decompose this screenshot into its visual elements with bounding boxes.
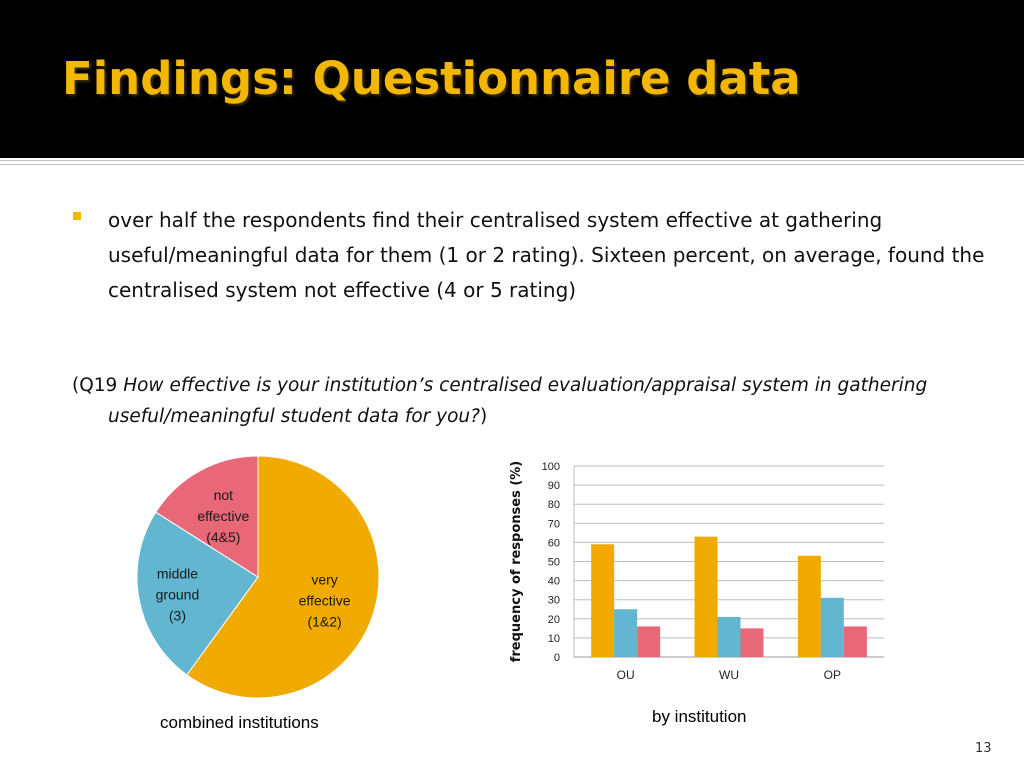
y-tick-label: 10 [548,633,560,645]
pie-slice-label: middle ground (3) [156,565,200,623]
y-tick-label: 40 [548,576,560,588]
y-tick-label: 30 [548,595,560,607]
question-text: (Q19 How effective is your institution’s… [72,370,988,432]
y-tick-label: 60 [548,537,560,549]
question-italic: How effective is your institution’s cent… [108,375,928,427]
pie-slice-middle-ground [136,511,259,676]
bullet-text: over half the respondents find their cen… [108,208,985,302]
bar-series-1 [591,544,615,657]
pie-slice-label: very effective (1&2) [299,572,351,630]
pie-slice-label: not effective (4&5) [197,487,249,545]
y-tick-label: 100 [542,461,560,473]
slide-title: Findings: Questionnaire data [62,52,801,105]
pie-caption: combined institutions [160,713,319,732]
x-tick-label: OU [617,668,635,682]
pie-slice-not-effective [155,455,259,578]
bar-series-2 [614,609,638,657]
y-tick-label: 90 [548,480,560,492]
y-tick-label: 70 [548,518,560,530]
y-axis-label: frequency of responses (%) [509,461,524,663]
bar-caption: by institution [652,707,747,726]
bar-series-3 [740,628,764,657]
question-prefix: (Q19 [72,375,124,396]
bar-series-1 [797,555,821,657]
bar-series-2 [820,597,844,657]
bullet-square-icon [73,212,81,220]
bar-series-2 [717,616,741,657]
y-tick-label: 80 [548,499,560,511]
page-number: 13 [975,741,992,756]
x-tick-label: OP [824,668,841,682]
bar-series-3 [637,626,661,657]
y-tick-label: 50 [548,557,560,569]
bar-series-1 [694,536,718,657]
title-bar: Findings: Questionnaire data [0,0,1024,158]
divider-line [0,164,1024,165]
bar-series-3 [843,626,867,657]
y-tick-label: 0 [554,652,560,664]
divider-line [0,160,1024,161]
x-tick-label: WU [719,668,739,682]
pie-slice-very-effective [186,455,380,699]
y-tick-label: 20 [548,614,560,626]
question-suffix: ) [479,406,488,427]
